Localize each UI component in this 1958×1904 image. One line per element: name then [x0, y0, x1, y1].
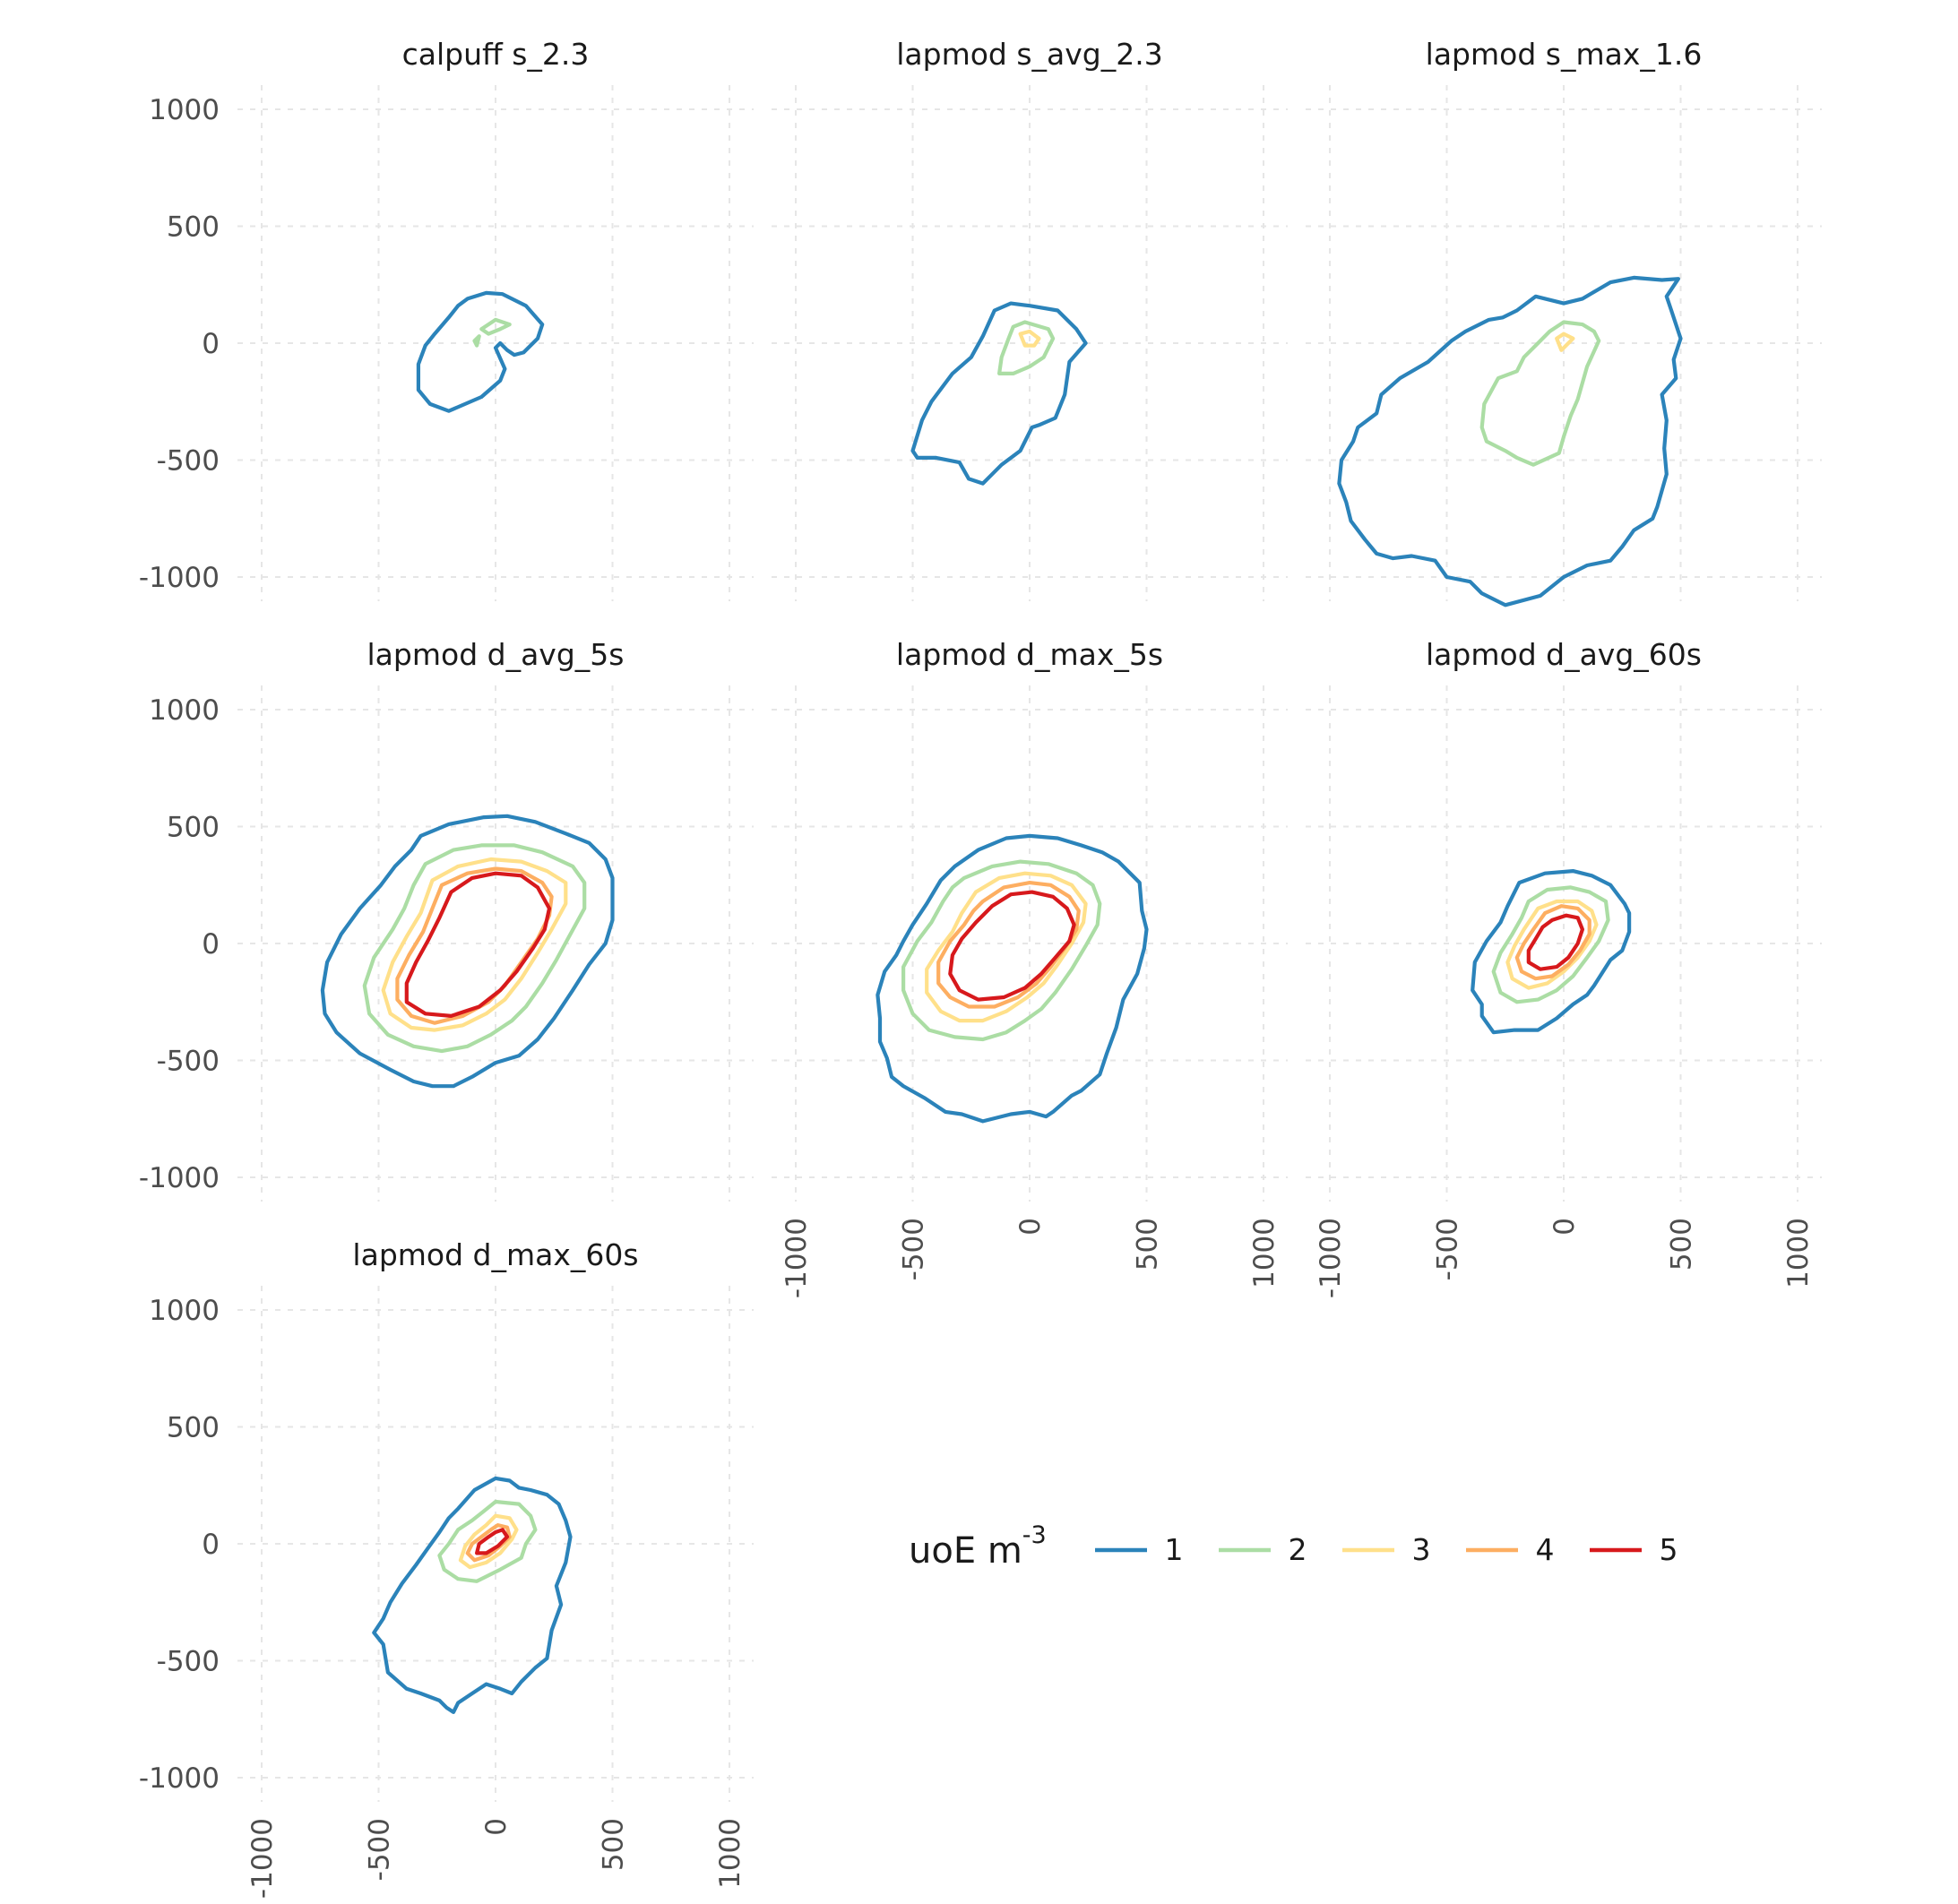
panel-4: lapmod d_avg_5s 1000 500 0 -500 -1000 — [139, 637, 754, 1202]
y-tick-label: 500 — [167, 211, 220, 244]
panel-6: lapmod d_avg_60s -1000 -500 0 500 1000 — [1306, 637, 1822, 1298]
y-tick-label: -1000 — [139, 1762, 220, 1795]
y-tick-label: 0 — [202, 928, 220, 961]
y-tick-label: -500 — [157, 1046, 220, 1078]
contour-level-1 — [372, 1476, 573, 1714]
contour-level-3 — [925, 871, 1088, 1023]
panel-title: lapmod d_avg_5s — [367, 637, 625, 672]
panel-title: lapmod s_max_1.6 — [1426, 37, 1703, 72]
y-tick-label: 1000 — [149, 694, 220, 727]
y-tick-label: 500 — [167, 1412, 220, 1444]
y-tick-label: -1000 — [139, 1162, 220, 1194]
panel-3: lapmod s_max_1.6 — [1306, 37, 1822, 607]
contour-level-3 — [1555, 332, 1575, 352]
contour-level-4 — [465, 1523, 512, 1563]
y-tick-label: 0 — [202, 1529, 220, 1561]
legend-label-1: 1 — [1165, 1532, 1184, 1567]
contour-level-1 — [320, 814, 615, 1089]
y-tick-label: 1000 — [149, 1295, 220, 1327]
contour-level-2 — [437, 1499, 538, 1583]
contour-level-2 — [362, 843, 587, 1054]
y-tick-label: -1000 — [139, 562, 220, 594]
legend-label-4: 4 — [1536, 1532, 1555, 1567]
contour-level-2 — [1491, 885, 1610, 1004]
contour-level-2 — [901, 859, 1102, 1042]
contour-level-1 — [910, 301, 1088, 486]
x-tick-label: 1000 — [714, 1818, 746, 1889]
panel-1: calpuff s_2.3 1000 500 0 -500 -1000 — [139, 37, 754, 601]
y-tick-label: -500 — [157, 1646, 220, 1678]
contour-level-4 — [936, 881, 1081, 1009]
contour-level-5 — [404, 871, 552, 1018]
panel-2: lapmod s_avg_2.3 — [772, 37, 1288, 601]
legend-title-superscript: -3 — [1022, 1521, 1047, 1549]
contour-level-2 — [1479, 320, 1601, 467]
x-tick-label: 0 — [1014, 1218, 1047, 1236]
panel-title: lapmod d_max_5s — [896, 637, 1163, 672]
panel-title: lapmod d_avg_60s — [1426, 637, 1702, 672]
panel-5: lapmod d_max_5s -1000 -500 0 500 1000 — [772, 637, 1288, 1298]
contour-level-2 — [472, 334, 481, 348]
panel-title: lapmod s_avg_2.3 — [896, 37, 1162, 72]
x-tick-label: -1000 — [1315, 1218, 1347, 1298]
legend-label-2: 2 — [1289, 1532, 1307, 1567]
contour-level-1 — [1471, 869, 1632, 1035]
contour-level-1 — [416, 290, 545, 413]
x-tick-label: 0 — [480, 1818, 513, 1836]
contour-level-2 — [997, 320, 1056, 375]
contour-level-2 — [479, 317, 512, 336]
contour-level-1 — [875, 833, 1149, 1124]
y-tick-label: 500 — [167, 812, 220, 844]
legend-label-3: 3 — [1412, 1532, 1431, 1567]
contour-level-5 — [475, 1528, 510, 1555]
contour-level-3 — [1505, 899, 1599, 990]
contour-level-3 — [458, 1513, 519, 1570]
legend-title: uoE m-3 — [909, 1521, 1047, 1572]
y-tick-label: -500 — [157, 445, 220, 478]
x-tick-label: 1000 — [1782, 1218, 1815, 1288]
x-tick-label: 500 — [1132, 1218, 1164, 1271]
x-tick-label: 0 — [1548, 1218, 1581, 1236]
legend-title-text: uoE m — [909, 1530, 1022, 1572]
x-tick-label: -1000 — [246, 1818, 279, 1899]
contour-level-3 — [1018, 329, 1041, 348]
x-tick-label: -500 — [364, 1818, 396, 1881]
x-tick-label: 500 — [1666, 1218, 1698, 1271]
panel-title: calpuff s_2.3 — [402, 37, 590, 72]
x-tick-label: -500 — [898, 1218, 930, 1280]
y-tick-label: 0 — [202, 328, 220, 360]
x-tick-label: 1000 — [1248, 1218, 1281, 1288]
x-tick-label: -500 — [1432, 1218, 1464, 1280]
contour-level-3 — [381, 857, 568, 1032]
contour-level-5 — [1526, 913, 1584, 971]
panel-title: lapmod d_max_60s — [352, 1237, 638, 1272]
legend-label-5: 5 — [1660, 1532, 1678, 1567]
contour-level-1 — [1337, 275, 1683, 607]
panel-7: lapmod d_max_60s 1000 500 0 -500 -1000 -1000 -5… — [139, 1237, 754, 1899]
legend: uoE m-3 1 2 3 4 5 — [909, 1521, 1678, 1572]
y-tick-label: 1000 — [149, 94, 220, 126]
x-tick-label: 500 — [598, 1818, 630, 1871]
contour-level-4 — [1514, 904, 1591, 981]
x-tick-label: -1000 — [781, 1218, 813, 1298]
contour-level-5 — [948, 890, 1076, 1002]
